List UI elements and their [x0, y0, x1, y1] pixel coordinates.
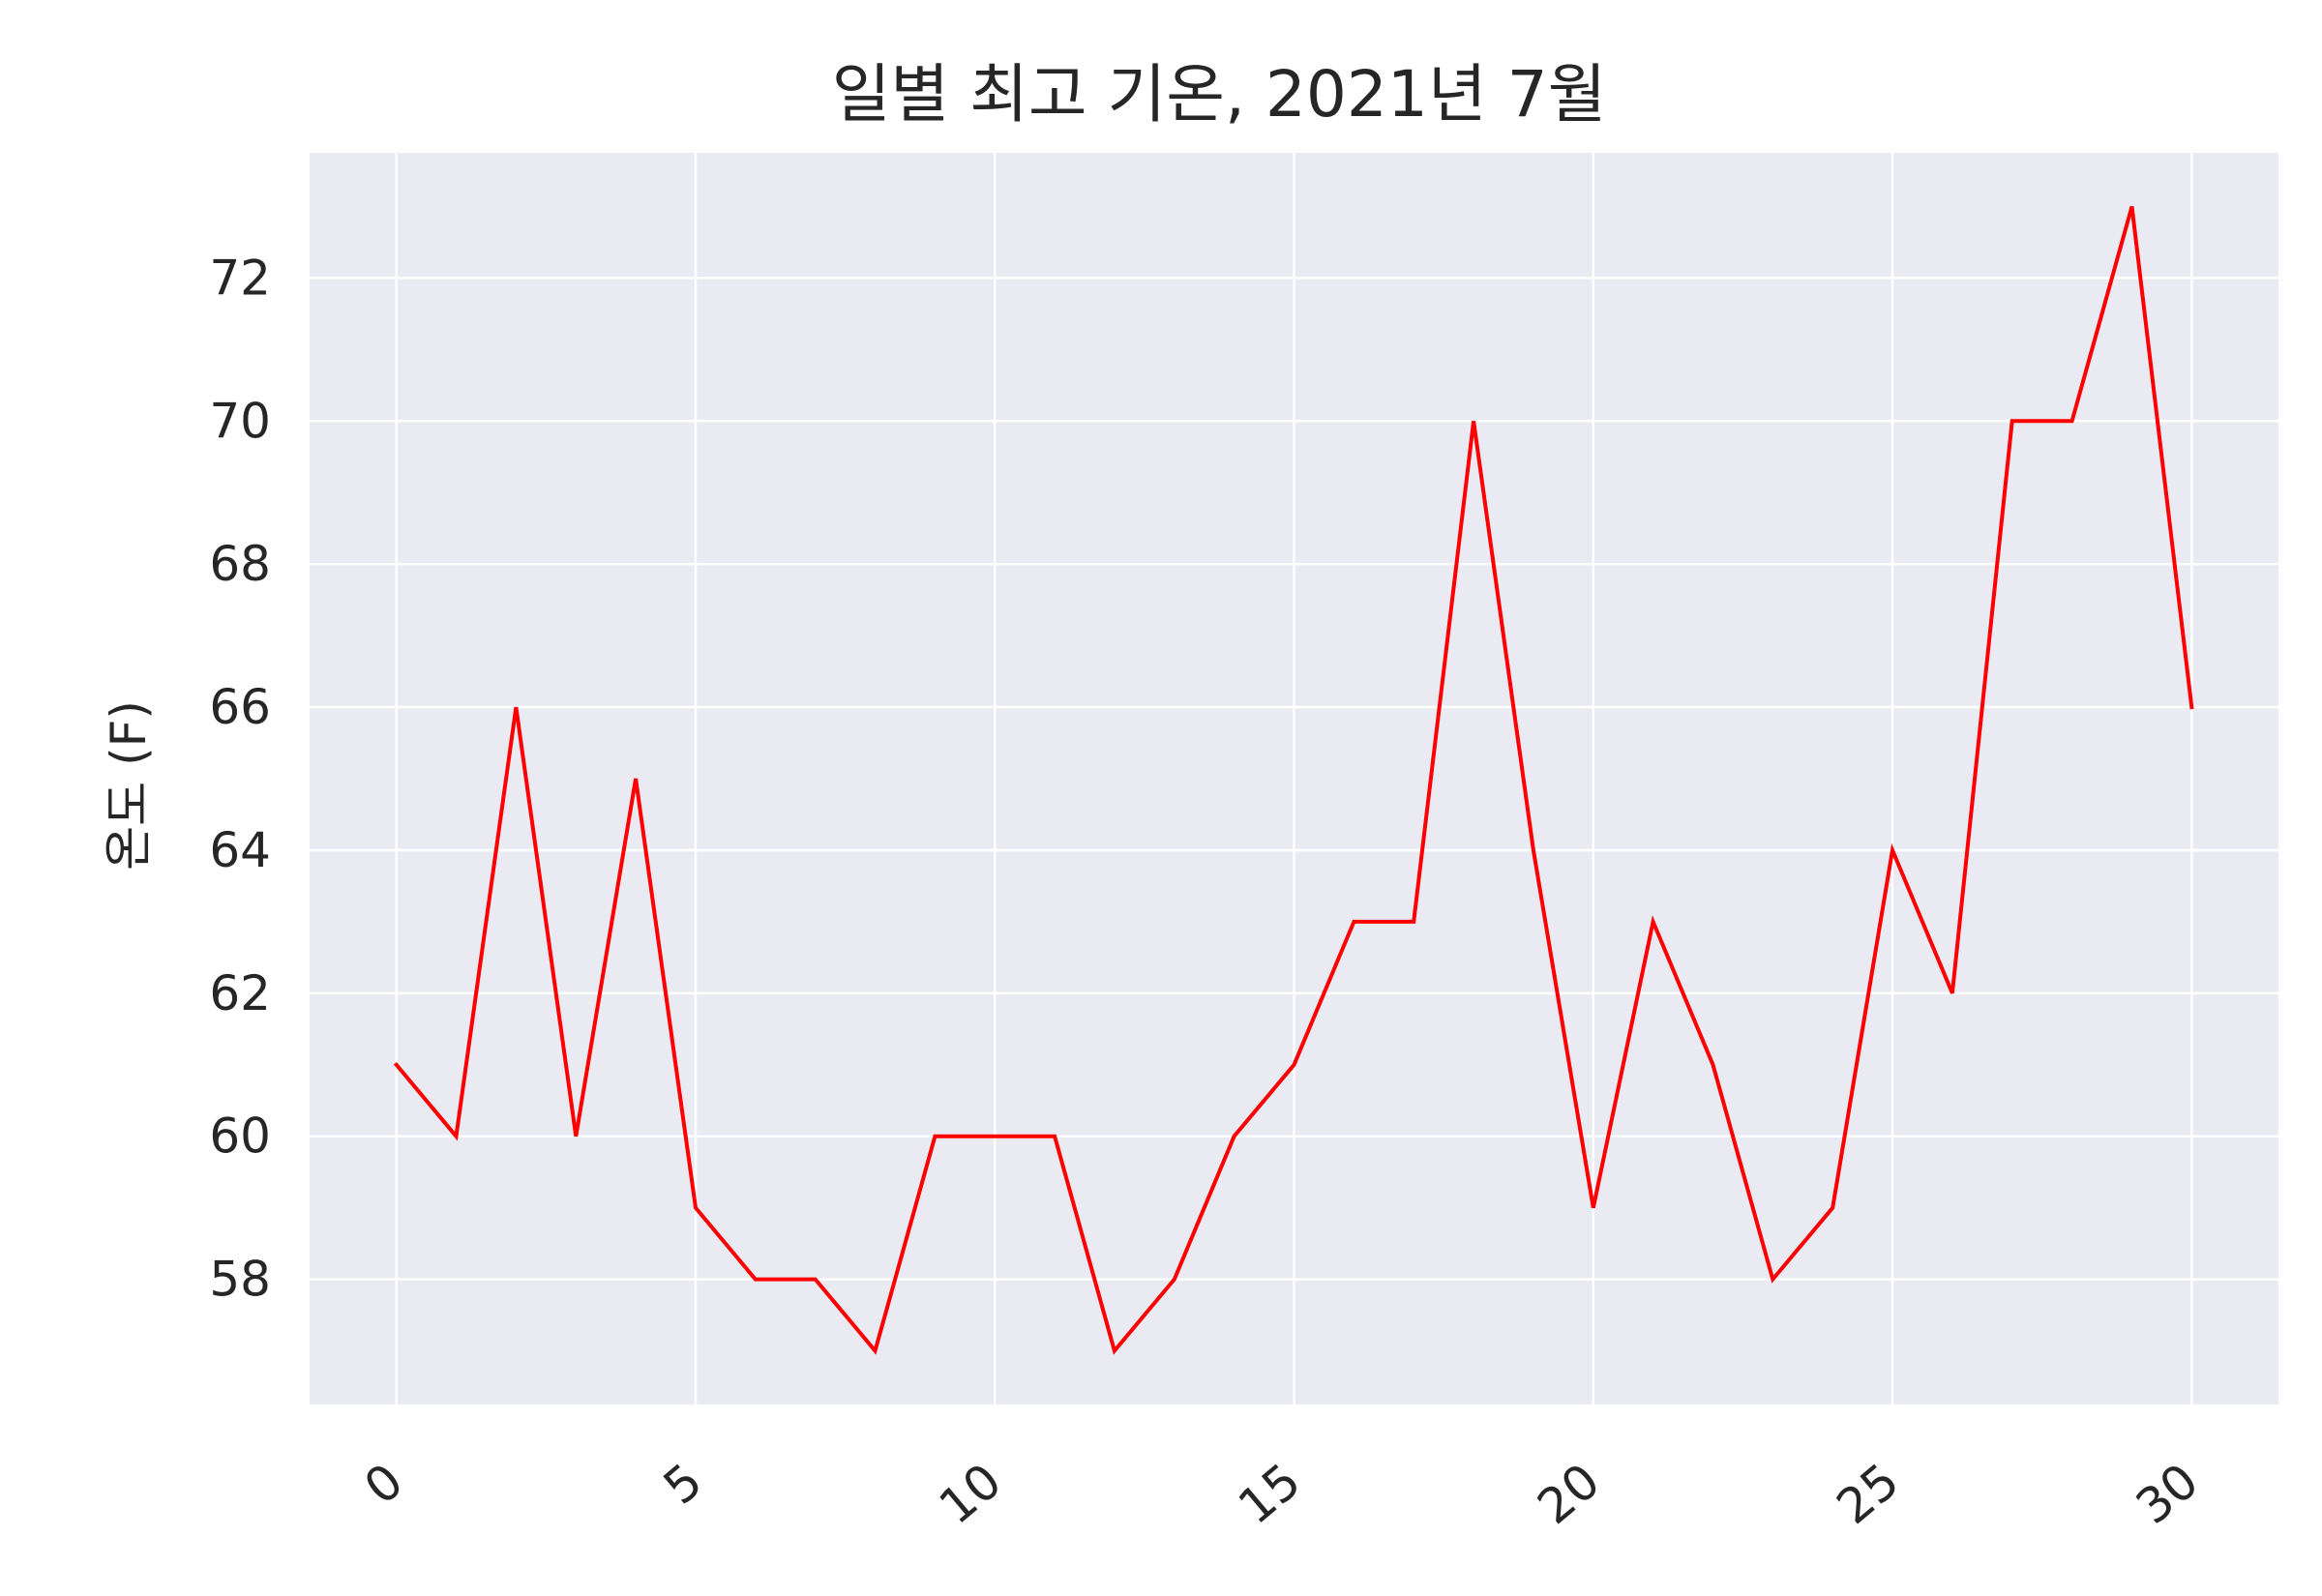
y-tick-label: 72 — [209, 250, 271, 306]
y-tick-label: 62 — [209, 965, 271, 1021]
y-tick-label: 68 — [209, 536, 271, 592]
y-tick-label: 70 — [209, 393, 271, 449]
y-tick-label: 64 — [209, 822, 271, 878]
x-tick-label: 20 — [1527, 1453, 1610, 1535]
y-tick-label: 60 — [209, 1108, 271, 1165]
y-tick-labels: 58 60 62 64 66 68 70 72 — [209, 250, 271, 1307]
x-gridlines — [395, 153, 2193, 1404]
chart-title: 일별 최고 기온, 2021년 7월 — [832, 57, 1607, 132]
x-tick-label: 5 — [653, 1453, 713, 1516]
series-line — [393, 205, 2194, 1355]
y-axis-label: 온도 (F) — [101, 700, 157, 871]
y-tick-label: 58 — [209, 1252, 271, 1308]
x-tick-label: 0 — [354, 1453, 414, 1516]
x-tick-label: 25 — [1827, 1453, 1910, 1535]
x-tick-label: 15 — [1228, 1453, 1311, 1535]
x-tick-label: 10 — [929, 1453, 1012, 1535]
x-tick-label: 30 — [2126, 1453, 2209, 1535]
y-tick-label: 66 — [209, 679, 271, 735]
series-layer — [393, 205, 2194, 1355]
x-tick-labels: 0 5 10 15 20 25 30 — [354, 1453, 2209, 1535]
